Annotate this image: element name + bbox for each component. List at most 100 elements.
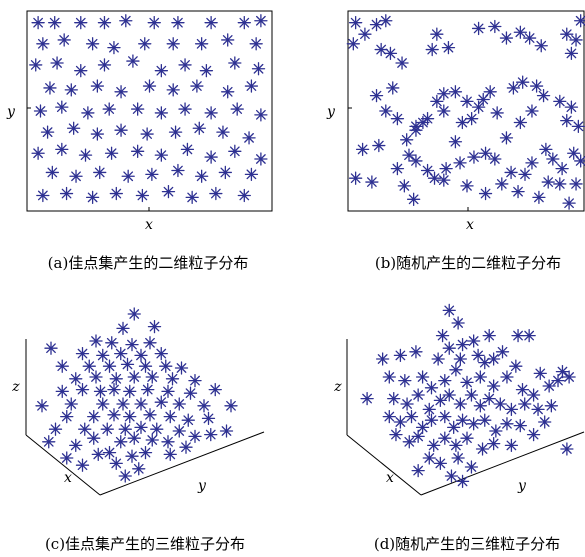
panel-d-y-axis (420, 431, 585, 496)
data-point (453, 156, 467, 170)
data-point (208, 382, 222, 397)
data-point (114, 85, 128, 99)
data-point (486, 436, 501, 451)
data-point (441, 40, 456, 55)
panel-d-points (360, 303, 576, 489)
data-point (109, 456, 123, 471)
data-point (525, 104, 539, 118)
data-point (478, 146, 493, 160)
data-point (109, 186, 123, 201)
data-point (522, 31, 537, 45)
data-point (482, 391, 496, 406)
data-point (564, 46, 579, 61)
data-point (216, 125, 230, 139)
data-point (114, 435, 128, 449)
data-point (91, 447, 105, 462)
data-point (509, 359, 523, 373)
data-point (453, 397, 467, 411)
data-point (411, 388, 425, 402)
data-point (455, 474, 470, 489)
data-point (369, 88, 384, 103)
data-point (93, 165, 107, 180)
data-point (382, 370, 396, 384)
panel-c-points (35, 307, 238, 483)
data-point (444, 469, 459, 483)
data-point (478, 413, 492, 427)
data-point (134, 397, 148, 411)
data-point (36, 188, 50, 203)
data-point (451, 316, 465, 330)
data-point (114, 346, 128, 361)
data-point (562, 196, 576, 210)
data-point (192, 121, 206, 135)
data-point (560, 442, 574, 456)
data-point (495, 345, 510, 359)
data-point (57, 33, 71, 47)
data-point (163, 409, 177, 424)
data-point (551, 373, 565, 388)
data-point (85, 190, 100, 205)
data-point (409, 154, 423, 168)
data-point (150, 422, 164, 436)
data-point (75, 458, 90, 472)
data-point (221, 85, 235, 99)
data-point (433, 393, 448, 408)
data-point (197, 399, 211, 413)
data-point (355, 142, 370, 157)
data-point (425, 42, 439, 57)
data-point (105, 336, 119, 350)
data-point (130, 102, 145, 116)
data-point (138, 445, 153, 460)
data-point (386, 81, 400, 95)
data-point (221, 33, 235, 47)
data-point (467, 417, 481, 431)
data-point (109, 372, 123, 386)
data-point (142, 79, 157, 93)
data-point (185, 190, 199, 205)
data-point (395, 56, 409, 70)
data-point (511, 328, 525, 343)
data-point (539, 142, 553, 157)
data-point (251, 62, 266, 76)
data-point (36, 37, 50, 51)
data-point (181, 413, 195, 427)
data-point (143, 408, 157, 422)
data-point (244, 167, 259, 182)
data-point (569, 33, 583, 47)
data-point (471, 21, 486, 36)
data-point (464, 112, 479, 126)
data-point (107, 408, 121, 422)
data-point (483, 85, 497, 99)
data-point (500, 417, 514, 431)
data-point (171, 16, 185, 30)
data-point (475, 442, 490, 456)
panel-b-xlabel: x (466, 217, 474, 233)
data-point (406, 192, 421, 206)
data-point (134, 420, 148, 435)
data-point (416, 115, 430, 130)
data-point (230, 102, 244, 116)
data-point (141, 382, 155, 397)
data-point (531, 402, 545, 417)
data-point (242, 131, 256, 145)
panel-a-xlabel: x (145, 217, 153, 233)
data-point (127, 307, 141, 321)
data-point (439, 161, 453, 176)
data-point (254, 14, 268, 28)
data-point (97, 16, 112, 30)
data-point (204, 16, 218, 30)
data-point (532, 190, 546, 205)
data-point (161, 184, 176, 199)
panel-a: x y (a)佳点集产生的二维粒子分布 (6, 10, 273, 272)
data-point (154, 106, 169, 120)
panel-b-frame (347, 10, 585, 212)
panel-a-caption: (a)佳点集产生的二维粒子分布 (48, 254, 249, 272)
data-point (393, 415, 408, 429)
data-point (132, 462, 146, 476)
data-point (145, 167, 159, 182)
data-point (518, 167, 532, 182)
data-point (135, 188, 150, 203)
data-point (67, 121, 81, 135)
data-point (97, 58, 112, 72)
data-point (237, 188, 251, 203)
